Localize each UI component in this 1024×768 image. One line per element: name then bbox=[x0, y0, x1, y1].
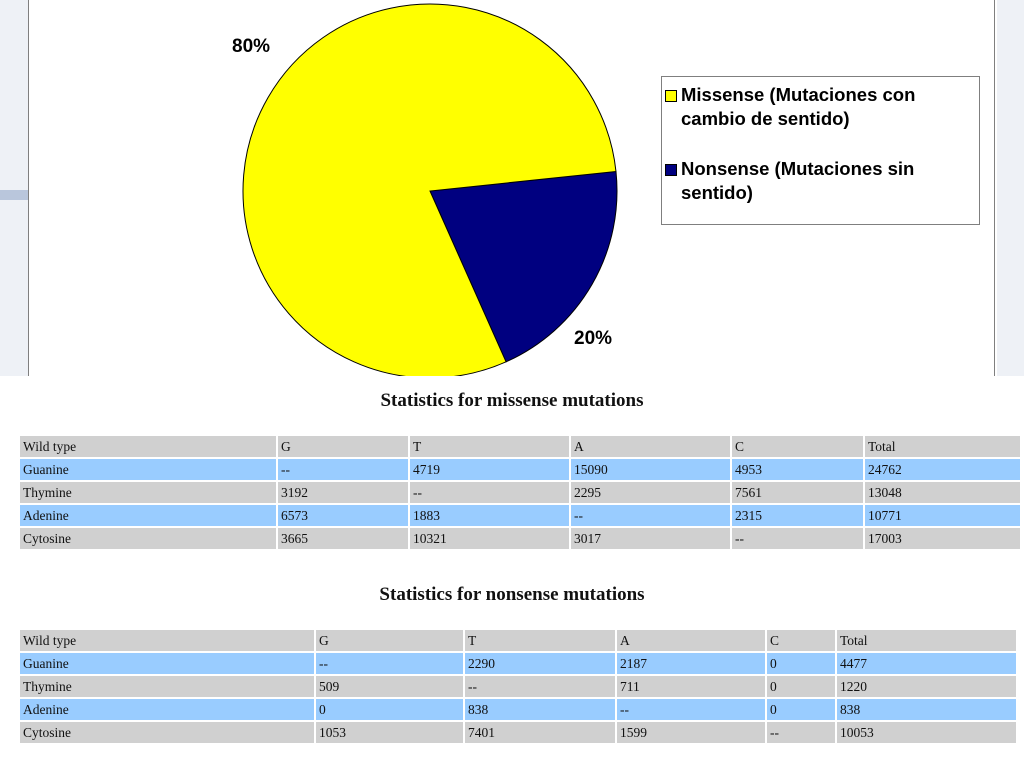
table-cell: 1053 bbox=[316, 722, 463, 743]
pie-slice-nonsense bbox=[429, 170, 618, 363]
table-cell: -- bbox=[767, 722, 835, 743]
table-cell: -- bbox=[316, 653, 463, 674]
table-cell: 2290 bbox=[465, 653, 615, 674]
table-row: Adenine 6573 1883 -- 2315 10771 bbox=[20, 505, 1020, 526]
column-header: G bbox=[278, 436, 408, 457]
table-cell: 711 bbox=[617, 676, 765, 697]
table-cell: 10321 bbox=[410, 528, 569, 549]
table-cell: 0 bbox=[767, 676, 835, 697]
column-header: Total bbox=[837, 630, 1016, 651]
table-row: Cytosine 3665 10321 3017 -- 17003 bbox=[20, 528, 1020, 549]
table-cell: 838 bbox=[465, 699, 615, 720]
table-cell: 0 bbox=[767, 699, 835, 720]
table-cell: -- bbox=[465, 676, 615, 697]
missense-header-row: Wild type G T A C Total bbox=[20, 436, 1020, 457]
column-header: C bbox=[767, 630, 835, 651]
table-cell: -- bbox=[410, 482, 569, 503]
column-header: Wild type bbox=[20, 436, 276, 457]
legend-swatch-nonsense bbox=[665, 164, 677, 176]
slice-label-missense: 80% bbox=[232, 36, 271, 57]
nonsense-table-title: Statistics for nonsense mutations bbox=[379, 584, 645, 605]
table-cell: -- bbox=[571, 505, 730, 526]
table-cell: 7401 bbox=[465, 722, 615, 743]
table-row: Thymine 509 -- 711 0 1220 bbox=[20, 676, 1016, 697]
table-row: Cytosine 1053 7401 1599 -- 10053 bbox=[20, 722, 1016, 743]
table-cell: 3665 bbox=[278, 528, 408, 549]
table-cell: 1599 bbox=[617, 722, 765, 743]
table-row: Guanine -- 2290 2187 0 4477 bbox=[20, 653, 1016, 674]
table-cell: 838 bbox=[837, 699, 1016, 720]
missense-table-title: Statistics for missense mutations bbox=[380, 390, 644, 411]
table-cell: -- bbox=[617, 699, 765, 720]
table-cell: Guanine bbox=[20, 653, 314, 674]
table-cell: 17003 bbox=[865, 528, 1020, 549]
table-row: Thymine 3192 -- 2295 7561 13048 bbox=[20, 482, 1020, 503]
column-header: T bbox=[410, 436, 569, 457]
table-cell: 15090 bbox=[571, 459, 730, 480]
table-cell: 10053 bbox=[837, 722, 1016, 743]
table-cell: 4953 bbox=[732, 459, 863, 480]
table-cell: Cytosine bbox=[20, 722, 314, 743]
missense-stats-table: Wild type G T A C Total Guanine -- 4719 15090 4953… bbox=[18, 434, 1022, 551]
table-cell: 509 bbox=[316, 676, 463, 697]
table-cell: 4477 bbox=[837, 653, 1016, 674]
column-header: C bbox=[732, 436, 863, 457]
legend-item-nonsense: Nonsense (Mutaciones sin sentido) bbox=[665, 157, 971, 205]
table-cell: 3017 bbox=[571, 528, 730, 549]
pie-chart-area: 80% 20% Missense (Mutaciones con cambio … bbox=[28, 0, 995, 376]
table-cell: -- bbox=[732, 528, 863, 549]
table-row: Adenine 0 838 -- 0 838 bbox=[20, 699, 1016, 720]
table-cell: Thymine bbox=[20, 676, 314, 697]
table-cell: 7561 bbox=[732, 482, 863, 503]
table-cell: -- bbox=[278, 459, 408, 480]
chart-legend: Missense (Mutaciones con cambio de senti… bbox=[661, 76, 980, 225]
table-cell: 1220 bbox=[837, 676, 1016, 697]
table-cell: 2315 bbox=[732, 505, 863, 526]
nonsense-header-row: Wild type G T A C Total bbox=[20, 630, 1016, 651]
legend-item-missense: Missense (Mutaciones con cambio de senti… bbox=[665, 83, 971, 131]
table-cell: 4719 bbox=[410, 459, 569, 480]
column-header: Total bbox=[865, 436, 1020, 457]
table-cell: 2187 bbox=[617, 653, 765, 674]
column-header: Wild type bbox=[20, 630, 314, 651]
table-cell: 3192 bbox=[278, 482, 408, 503]
table-cell: 2295 bbox=[571, 482, 730, 503]
table-cell: 1883 bbox=[410, 505, 569, 526]
slide-left-stripe bbox=[0, 190, 28, 200]
legend-label-missense-line2: cambio de sentido) bbox=[681, 108, 850, 129]
table-row: Guanine -- 4719 15090 4953 24762 bbox=[20, 459, 1020, 480]
statistics-area: Statistics for missense mutations Wild t… bbox=[0, 376, 1024, 768]
legend-label-nonsense-line1: Nonsense (Mutaciones sin bbox=[681, 158, 915, 179]
table-cell: 10771 bbox=[865, 505, 1020, 526]
table-cell: Adenine bbox=[20, 505, 276, 526]
table-cell: Thymine bbox=[20, 482, 276, 503]
legend-label-nonsense-line2: sentido) bbox=[681, 182, 753, 203]
column-header: T bbox=[465, 630, 615, 651]
slide-left-band bbox=[0, 0, 28, 376]
legend-label-missense-line1: Missense (Mutaciones con bbox=[681, 84, 916, 105]
slice-label-nonsense: 20% bbox=[574, 328, 613, 349]
pie-chart bbox=[242, 3, 618, 376]
column-header: A bbox=[571, 436, 730, 457]
table-cell: 24762 bbox=[865, 459, 1020, 480]
slide-right-band bbox=[997, 0, 1024, 376]
legend-swatch-missense bbox=[665, 90, 677, 102]
table-cell: 13048 bbox=[865, 482, 1020, 503]
table-cell: 0 bbox=[767, 653, 835, 674]
table-cell: 6573 bbox=[278, 505, 408, 526]
table-cell: 0 bbox=[316, 699, 463, 720]
column-header: A bbox=[617, 630, 765, 651]
column-header: G bbox=[316, 630, 463, 651]
pie-slice-missense bbox=[242, 3, 617, 376]
table-cell: Adenine bbox=[20, 699, 314, 720]
table-cell: Cytosine bbox=[20, 528, 276, 549]
nonsense-stats-table: Wild type G T A C Total Guanine -- 2290 2187 0 4477… bbox=[18, 628, 1018, 745]
table-cell: Guanine bbox=[20, 459, 276, 480]
